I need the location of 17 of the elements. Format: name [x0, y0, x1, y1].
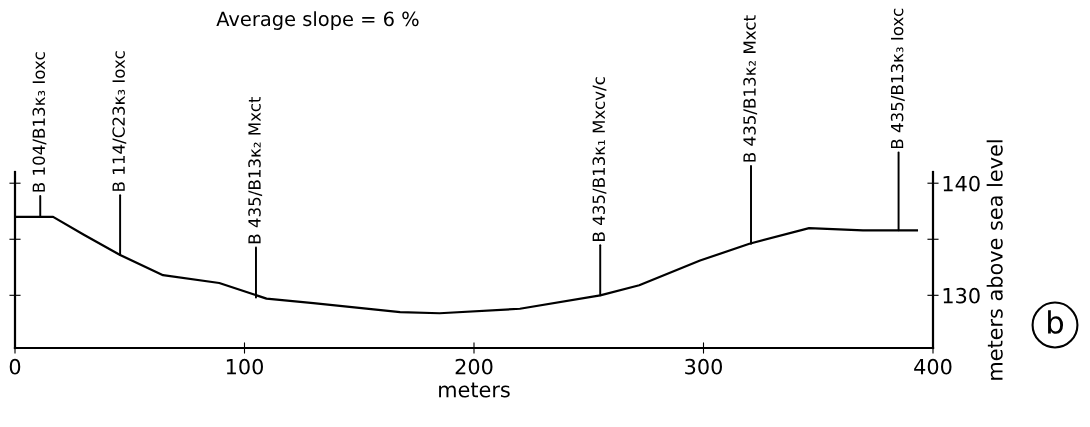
annotation: B 435/B13κ₂ Mxct	[248, 96, 263, 244]
chart-title: Average slope = 6 %	[216, 11, 419, 30]
x-tick-label: 300	[685, 358, 722, 375]
x-tick-label: 200	[455, 358, 493, 375]
annotation: B 435/B13κ₃ Ioxc	[890, 8, 905, 149]
annotation: B 435/B13κ₁ Mxcv/c	[592, 77, 607, 241]
annotation: B 114/C23κ₃ Ioxc	[112, 51, 127, 191]
y-tick-label: 140	[943, 175, 980, 192]
annotation: B 435/B13κ₂ Mxct	[743, 15, 758, 162]
y-axis-title: meters above sea level	[986, 140, 1003, 380]
x-axis-title: meters	[439, 382, 510, 398]
text: b	[1048, 310, 1064, 334]
x-tick-label: 400	[914, 358, 952, 375]
y-tick-label: 130	[943, 287, 980, 304]
x-tick-label: 100	[226, 358, 263, 375]
annotation: B 104/B13κ₃ Ioxc	[32, 52, 47, 192]
x-tick-label: 0	[9, 358, 21, 375]
